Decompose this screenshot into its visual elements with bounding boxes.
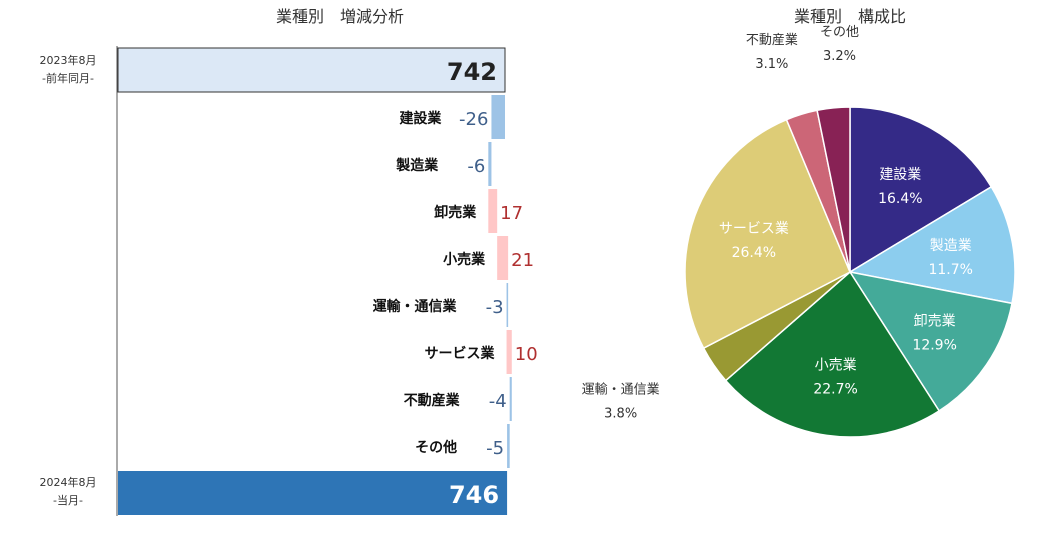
bar-value-label: -26: [459, 109, 488, 130]
start-label: 2023年8月: [40, 53, 97, 67]
pie-slice-value: 3.1%: [755, 57, 788, 72]
bar-category-label: 建設業: [399, 110, 442, 127]
bar-3: [488, 189, 498, 233]
bar-6: [506, 330, 512, 374]
pie-slice-1: [849, 106, 993, 274]
waterfall-chart: 業種別 増減分析 2023年8月 -前年同月- 2024年8月 -当月- 742…: [40, 7, 538, 516]
pie-slice-value: 11.7%: [928, 262, 972, 278]
pie-slice-label: 製造業: [930, 238, 972, 254]
pie-slice-value: 22.7%: [813, 381, 857, 397]
pie-labels: 建設業 16.4% 製造業 11.7% 卸売業 12.9% 小売業 22.7% 運輸・通信業 3.…: [582, 25, 973, 422]
bar-value-label: 10: [515, 344, 538, 365]
bar-value-label: 21: [511, 250, 534, 271]
bar-7: [509, 377, 512, 421]
bar-end: [118, 471, 508, 515]
bar-start: [117, 47, 506, 93]
bar-value-label: 17: [500, 203, 523, 224]
bar-value-label: -6: [467, 156, 485, 177]
pie-slice-label: 運輸・通信業: [582, 382, 660, 398]
bar-value-label: -4: [489, 391, 507, 412]
end-sublabel: -当月-: [53, 493, 83, 507]
bar-category-label: 卸売業: [434, 204, 477, 221]
bar-category-label: サービス業: [425, 345, 496, 362]
waterfall-title: 業種別 増減分析: [276, 7, 404, 26]
bar-4: [497, 236, 509, 280]
bar-5: [506, 283, 509, 327]
pie-slice-3: [848, 270, 1013, 412]
pie-slice-label: 卸売業: [914, 313, 956, 329]
pie-slice-8: [816, 106, 851, 273]
bar-category-label: 小売業: [443, 251, 486, 268]
pie-title: 業種別 構成比: [794, 7, 906, 26]
bar-value-label: -3: [486, 297, 504, 318]
pie-slice-label: 建設業: [879, 167, 921, 183]
pie-slice-value: 26.4%: [732, 245, 776, 261]
pie-slice-label: 小売業: [815, 357, 857, 373]
pie-slice-value: 16.4%: [878, 191, 922, 207]
end-label: 2024年8月: [40, 475, 97, 489]
waterfall-bars: 742 建設業 -26 製造業 -6 卸売業 17 小売業 21 運輸・通信業 -3 サービス業 10 不…: [117, 47, 538, 515]
bar-2: [488, 142, 492, 186]
pie-slice-label: その他: [820, 25, 859, 40]
bar-end-value: 746: [449, 481, 499, 509]
pie-slices: [684, 106, 1016, 438]
bar-start-value: 742: [447, 58, 497, 86]
bar-category-label: 製造業: [395, 157, 439, 174]
pie-slice-6: [684, 118, 851, 350]
pie-slice-value: 3.2%: [823, 49, 856, 64]
pie-slice-label: 不動産業: [746, 32, 798, 48]
pie-slice-4: [724, 270, 941, 438]
pie-chart: 業種別 構成比 建設業 16.4% 製造業 11.7% 卸売業 12.9% 小売業 22.7%…: [582, 7, 1016, 438]
start-sublabel: -前年同月-: [42, 71, 94, 85]
bar-category-label: 運輸・通信業: [373, 298, 458, 315]
bar-category-label: 不動産業: [404, 392, 461, 409]
pie-slice-value: 12.9%: [912, 337, 956, 353]
bar-value-label: -5: [486, 438, 504, 459]
pie-slice-2: [847, 185, 1016, 305]
bar-1: [491, 95, 505, 139]
bar-8: [507, 424, 510, 468]
pie-slice-value: 3.8%: [604, 407, 637, 422]
pie-slice-label: サービス業: [719, 221, 789, 237]
bar-category-label: その他: [415, 439, 457, 456]
